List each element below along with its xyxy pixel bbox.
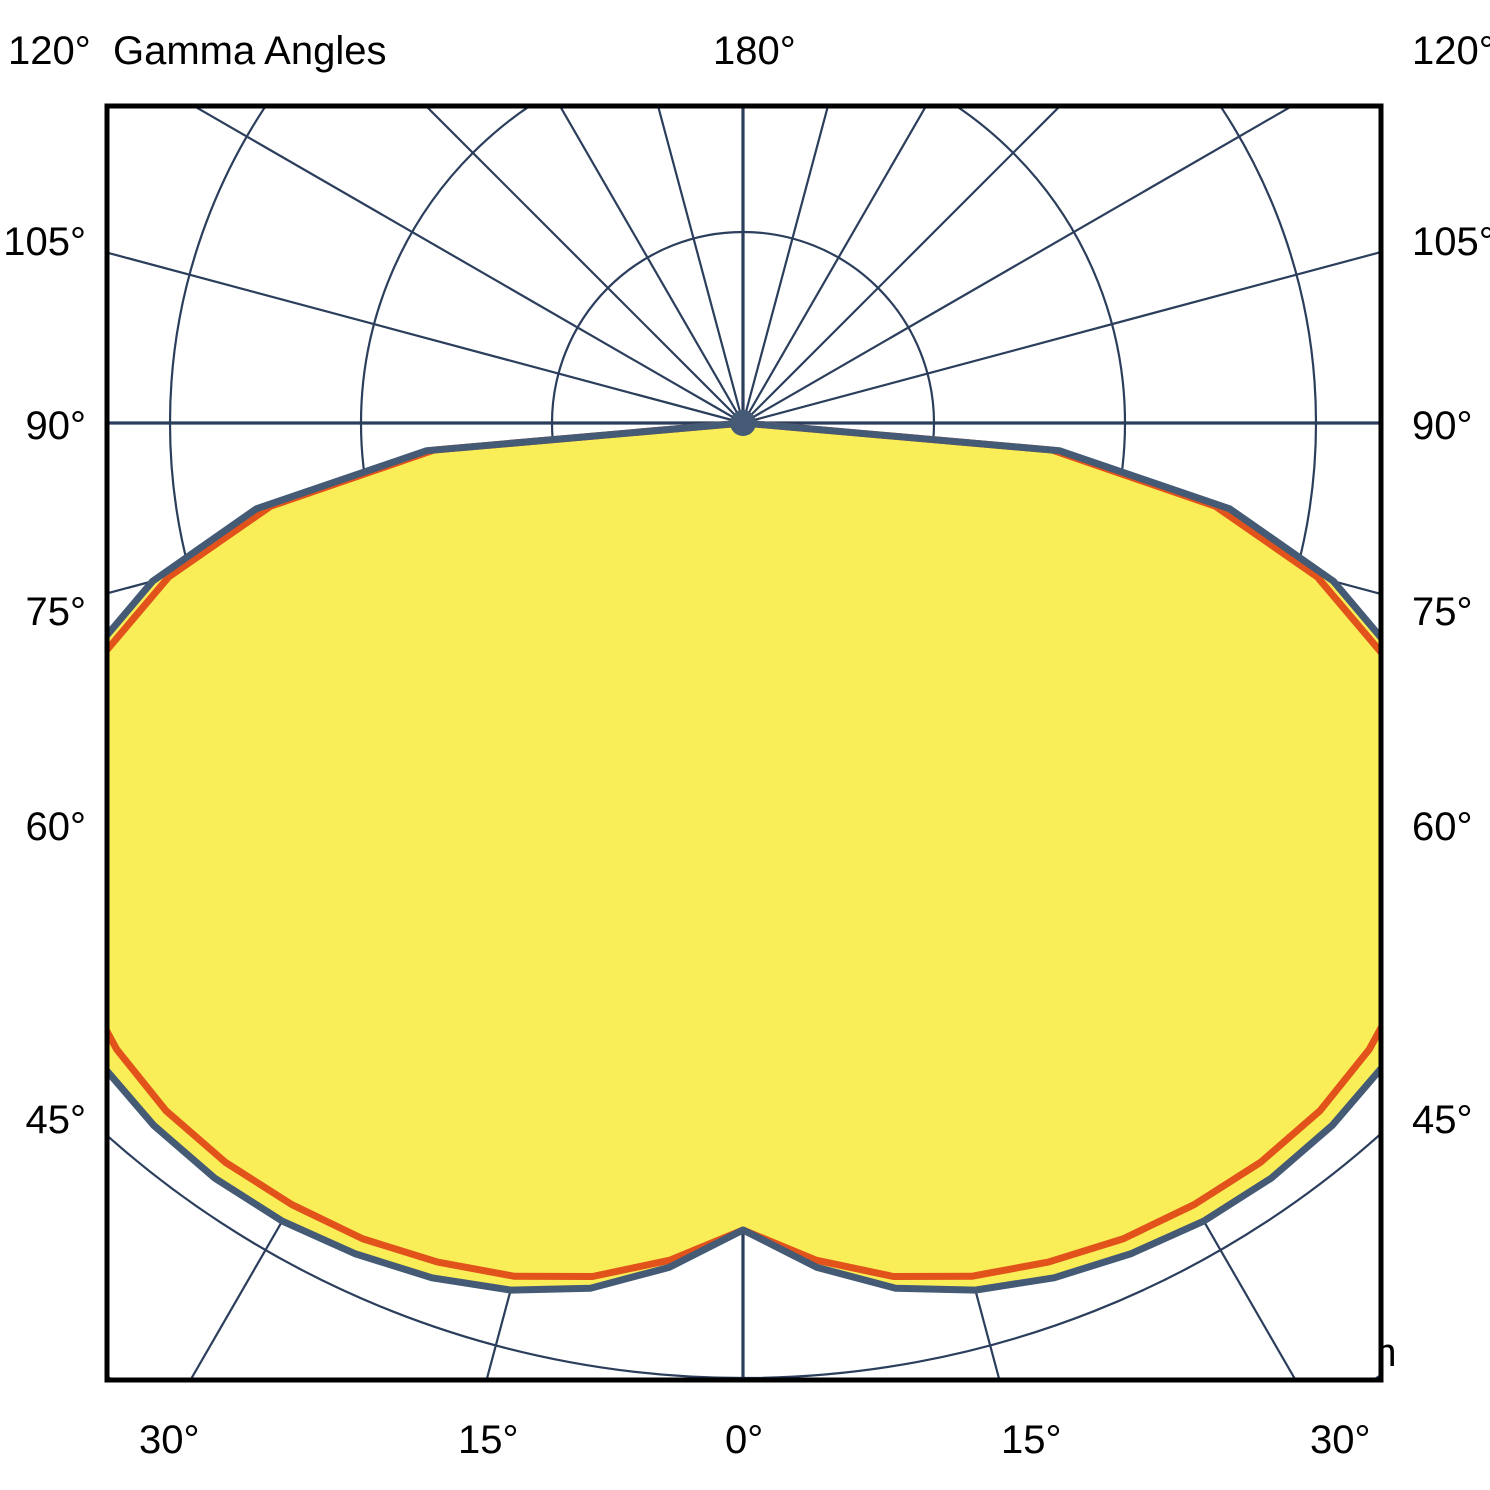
- axis-label-bottom-15-right: 15°: [1001, 1418, 1062, 1462]
- angular-gridline-135: [742, 106, 1062, 424]
- axis-label-top-center: 180°: [713, 29, 796, 73]
- axis-label-top-right: 120°: [1412, 29, 1490, 73]
- axis-label-bottom-0: 0°: [725, 1418, 764, 1462]
- axis-label-bottom-30-left: 30°: [139, 1418, 200, 1462]
- angular-gridline-210: [558, 106, 744, 424]
- angular-gridline-105: [742, 250, 1381, 425]
- angular-gridline-255: [107, 251, 744, 425]
- axis-label-left-45: 45°: [25, 1098, 87, 1142]
- axis-label-right-60: 60°: [1412, 805, 1473, 849]
- axis-label-right-90: 90°: [1412, 404, 1473, 448]
- axis-label-bottom-15-left: 15°: [458, 1418, 519, 1462]
- polar-origin-marker: [730, 410, 756, 436]
- angular-gridline-150: [742, 106, 928, 424]
- axis-label-right-75: 75°: [1412, 590, 1473, 634]
- angular-gridline-240: [191, 106, 744, 424]
- axis-label-left-60: 60°: [25, 805, 87, 849]
- axis-label-left-75: 75°: [25, 590, 87, 634]
- axis-label-left-90: 90°: [25, 404, 87, 448]
- axis-label-left-105: 105°: [3, 220, 86, 264]
- angular-gridline-120: [742, 106, 1295, 424]
- axis-label-right-105: 105°: [1412, 220, 1490, 264]
- luminous-intensity-fill: [107, 423, 1381, 1291]
- angular-gridline-225: [424, 106, 744, 424]
- axis-label-top-left: 120°: [8, 29, 91, 73]
- angular-gridline-165: [741, 106, 830, 424]
- plot-frame: [104, 103, 1384, 1383]
- angular-gridline-195: [656, 106, 745, 424]
- axis-label-bottom-30-right: 30°: [1310, 1418, 1371, 1462]
- axis-label-right-45: 45°: [1412, 1098, 1473, 1142]
- curve-c0: [107, 419, 1381, 1294]
- page-title: Gamma Angles: [113, 29, 387, 73]
